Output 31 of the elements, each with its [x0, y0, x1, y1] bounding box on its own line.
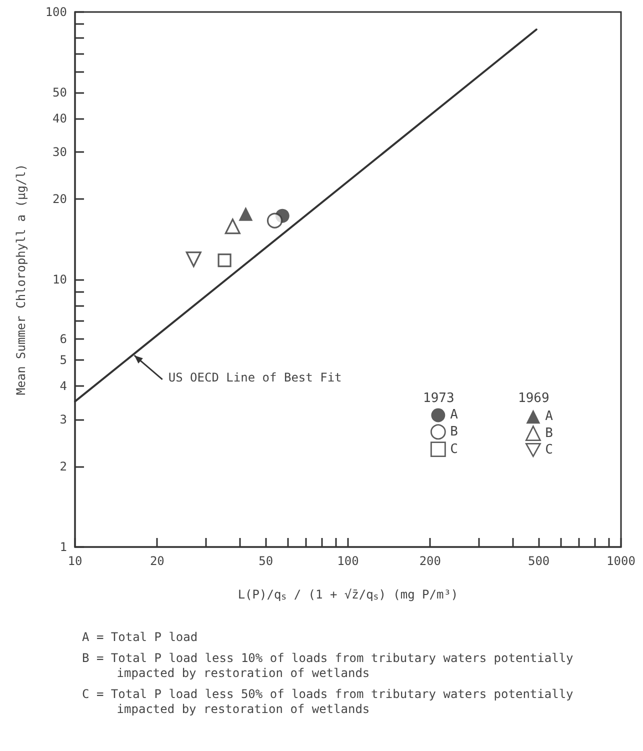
annotation: 1969 [518, 391, 550, 406]
y-tick-label: 10 [52, 272, 67, 286]
legend-label: A [450, 408, 458, 423]
x-tick-label: 500 [528, 554, 550, 568]
legend-label: B [450, 424, 458, 440]
y-tick-label: 3 [60, 412, 67, 426]
y-tick-label: 6 [60, 332, 67, 346]
text: A = Total P load [82, 630, 199, 645]
y-tick-label: 1 [60, 540, 67, 554]
y-tick-label: 2 [60, 459, 67, 474]
y-tick-label: 30 [52, 144, 67, 159]
y-tick-label: 40 [52, 111, 67, 126]
y-axis-title: Mean Summer Chlorophyll a (µg/l) [14, 164, 28, 396]
y-tick-label: 4 [60, 378, 67, 393]
y-tick-label: 5 [60, 353, 67, 368]
x-tick-label: 200 [419, 554, 442, 568]
legend-label: C [545, 442, 553, 458]
x-tick-label: 1000 [606, 554, 636, 568]
annotation: US OECD Line of Best Fit [168, 370, 342, 384]
y-tick-label: 50 [52, 86, 67, 100]
x-tick-label: 100 [337, 554, 359, 568]
legend-label: B [545, 426, 554, 441]
text: B = Total P load less 10% of loads from tributary waters potentially impacted by restoration of wetlands [82, 651, 574, 681]
y-tick-label: 100 [45, 5, 67, 19]
legend-label: C [450, 442, 458, 457]
annotation: 1973 [423, 391, 454, 406]
x-tick-label: 20 [150, 554, 164, 568]
legend-label: A [545, 409, 554, 424]
x-tick-label: 50 [258, 554, 274, 568]
y-tick-label: 20 [52, 192, 67, 206]
text: C = Total P load less 50% of loads from tributary waters potentially impacted by restoration of wetlands [82, 687, 574, 717]
